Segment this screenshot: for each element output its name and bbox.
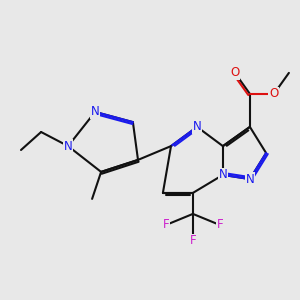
Text: N: N bbox=[64, 140, 73, 153]
Text: O: O bbox=[269, 87, 278, 101]
Text: N: N bbox=[91, 105, 100, 119]
Text: F: F bbox=[190, 234, 196, 248]
Text: N: N bbox=[218, 168, 227, 182]
Text: N: N bbox=[193, 120, 202, 134]
Text: F: F bbox=[163, 218, 169, 232]
Text: N: N bbox=[245, 172, 254, 186]
Text: F: F bbox=[217, 218, 223, 232]
Text: O: O bbox=[230, 66, 239, 80]
